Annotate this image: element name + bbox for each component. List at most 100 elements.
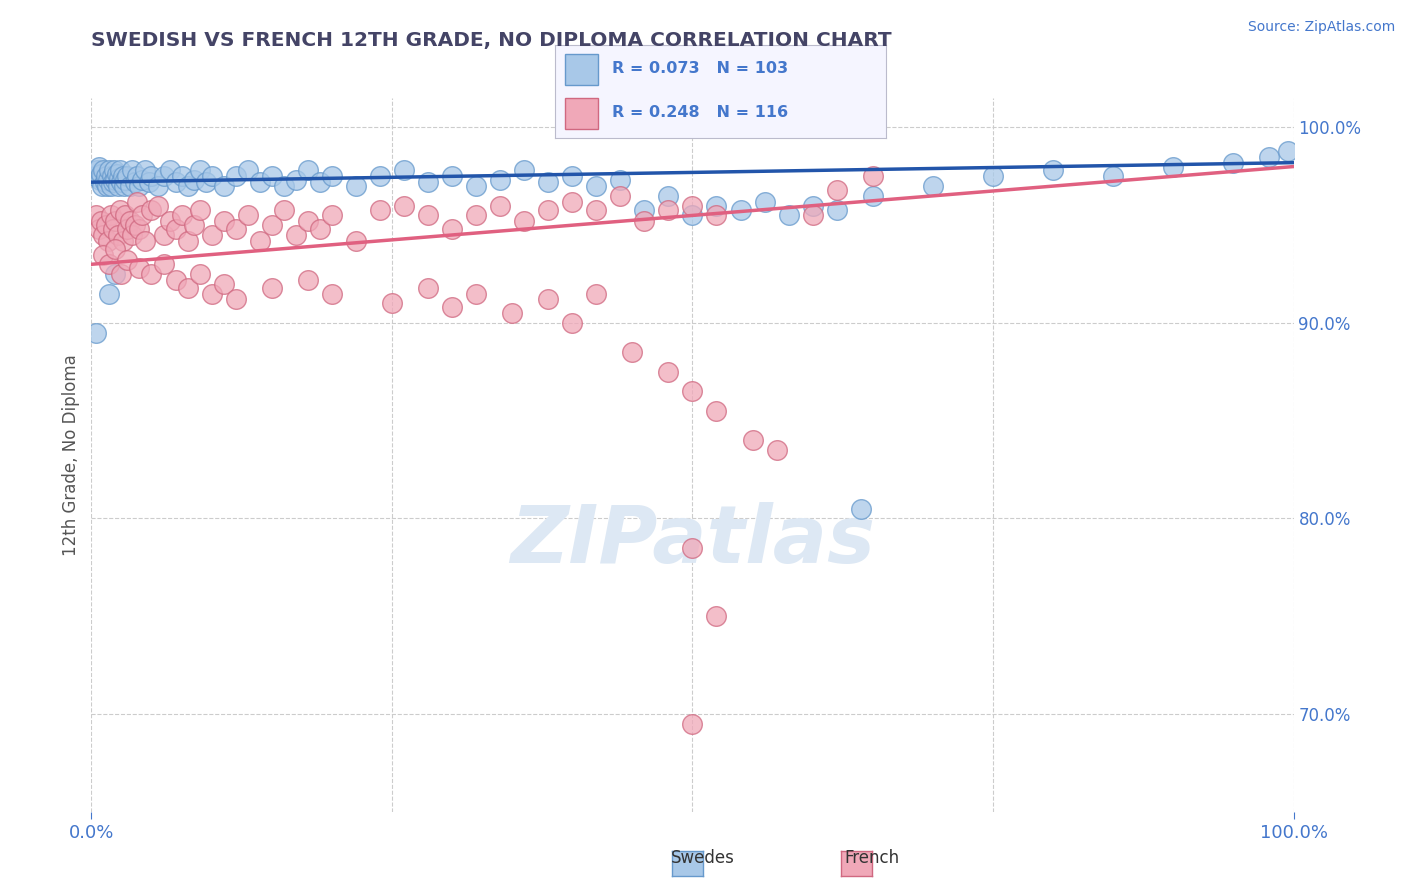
Point	[104, 214, 127, 228]
Point	[308, 175, 330, 189]
Point	[94, 169, 117, 184]
Point	[84, 169, 107, 184]
Point	[110, 267, 132, 281]
Point	[165, 175, 187, 189]
Point	[152, 169, 174, 184]
Point	[381, 296, 404, 310]
Point	[125, 194, 148, 209]
Point	[134, 163, 156, 178]
Point	[706, 199, 728, 213]
Point	[93, 247, 115, 261]
Point	[585, 286, 607, 301]
Text: French: French	[844, 849, 900, 867]
Point	[225, 169, 247, 184]
Point	[159, 163, 181, 178]
Point	[125, 169, 148, 184]
Point	[176, 234, 198, 248]
Point	[121, 163, 143, 178]
Point	[117, 169, 139, 184]
Point	[706, 209, 728, 223]
Point	[90, 214, 112, 228]
Point	[249, 234, 271, 248]
Y-axis label: 12th Grade, No Diploma: 12th Grade, No Diploma	[62, 354, 80, 556]
Point	[107, 179, 129, 194]
Point	[183, 218, 205, 232]
Point	[465, 179, 488, 194]
Point	[489, 199, 512, 213]
Point	[170, 169, 193, 184]
Point	[284, 173, 307, 187]
Point	[1277, 144, 1299, 158]
Point	[146, 179, 169, 194]
Point	[392, 199, 415, 213]
Text: R = 0.248   N = 116: R = 0.248 N = 116	[612, 105, 787, 120]
Point	[100, 179, 122, 194]
Point	[392, 163, 415, 178]
Point	[91, 179, 114, 194]
Text: R = 0.073   N = 103: R = 0.073 N = 103	[612, 62, 787, 77]
Point	[134, 234, 156, 248]
Point	[825, 183, 848, 197]
Point	[114, 173, 136, 187]
Point	[112, 179, 135, 194]
Point	[321, 286, 343, 301]
Point	[84, 209, 107, 223]
Point	[297, 214, 319, 228]
Point	[706, 609, 728, 624]
Point	[440, 169, 463, 184]
Point	[801, 199, 824, 213]
Point	[657, 365, 679, 379]
Point	[104, 267, 127, 281]
Point	[465, 286, 488, 301]
Point	[585, 202, 607, 217]
Point	[862, 169, 884, 184]
Point	[778, 209, 800, 223]
Point	[225, 222, 247, 236]
Point	[128, 261, 150, 276]
Point	[93, 227, 115, 242]
Point	[537, 175, 560, 189]
Point	[188, 202, 211, 217]
Point	[96, 179, 118, 194]
Point	[741, 434, 763, 448]
Point	[260, 281, 283, 295]
Point	[212, 179, 235, 194]
Point	[97, 234, 120, 248]
Point	[609, 189, 631, 203]
Point	[416, 175, 439, 189]
Point	[321, 169, 343, 184]
Point	[284, 227, 307, 242]
Point	[165, 222, 187, 236]
Point	[194, 175, 217, 189]
Point	[537, 202, 560, 217]
Point	[176, 281, 198, 295]
Point	[170, 209, 193, 223]
Point	[159, 214, 181, 228]
Point	[141, 267, 163, 281]
Text: ZIPatlas: ZIPatlas	[510, 501, 875, 580]
Point	[561, 316, 583, 330]
Point	[188, 163, 211, 178]
Point	[90, 167, 112, 181]
Point	[94, 218, 117, 232]
Point	[321, 209, 343, 223]
Point	[849, 501, 872, 516]
Point	[97, 173, 120, 187]
Point	[513, 214, 536, 228]
Point	[368, 169, 391, 184]
Point	[200, 227, 222, 242]
Point	[681, 199, 703, 213]
Point	[801, 209, 824, 223]
Point	[212, 277, 235, 291]
Point	[98, 257, 121, 271]
Point	[104, 173, 127, 187]
Point	[344, 179, 367, 194]
Point	[368, 202, 391, 217]
Point	[128, 222, 150, 236]
Point	[633, 202, 655, 217]
Point	[98, 163, 121, 178]
Point	[501, 306, 523, 320]
Point	[107, 227, 129, 242]
Point	[1222, 155, 1244, 169]
Point	[249, 175, 271, 189]
